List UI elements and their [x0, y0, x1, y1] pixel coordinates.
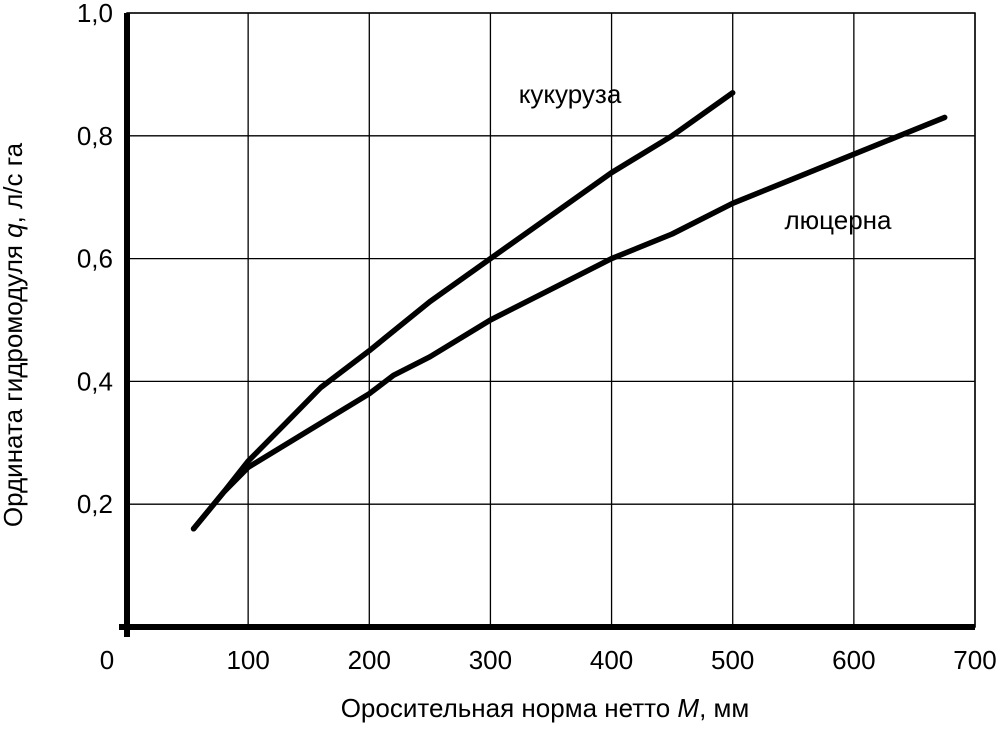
x-tick-label-500: 500 — [711, 645, 754, 675]
x-axis-title-text: Оросительная норма нетто — [341, 693, 678, 723]
series-label-0: кукуруза — [519, 79, 622, 109]
series-layer — [190, 90, 948, 532]
x-tick-label-700: 700 — [953, 645, 996, 675]
y-tick-label-4: 1,0 — [77, 0, 113, 28]
tick-labels: 100 200 300 400 500 600 700 0,2 0,4 0,6 0,8 1,0 0 — [77, 0, 997, 675]
x-tick-label-300: 300 — [469, 645, 512, 675]
y-axis-title-var: q — [0, 223, 28, 238]
x-tick-label-100: 100 — [226, 645, 269, 675]
series-label-1: люцерна — [784, 205, 892, 235]
origin-label: 0 — [100, 645, 114, 675]
x-tick-label-200: 200 — [348, 645, 391, 675]
x-axis-title-unit: , мм — [699, 693, 749, 723]
x-axis-title: Оросительная норма нетто M, мм — [341, 693, 750, 723]
axes — [119, 13, 975, 637]
x-tick-label-400: 400 — [590, 645, 633, 675]
y-axis-title-unit: , л/с га — [0, 142, 28, 223]
y-tick-label-0: 0,2 — [77, 489, 113, 519]
series-labels: кукуруза люцерна — [519, 79, 892, 235]
y-axis-title: Ордината гидромодуля q, л/с га — [0, 142, 28, 527]
y-tick-label-1: 0,4 — [77, 366, 113, 396]
series-line-0 — [190, 90, 736, 532]
x-axis-title-var: M — [677, 693, 699, 723]
y-axis-title-text: Ордината гидромодуля — [0, 238, 28, 527]
y-tick-label-2: 0,6 — [77, 244, 113, 274]
series-line-1 — [190, 114, 948, 532]
y-tick-label-3: 0,8 — [77, 121, 113, 151]
x-tick-label-600: 600 — [832, 645, 875, 675]
